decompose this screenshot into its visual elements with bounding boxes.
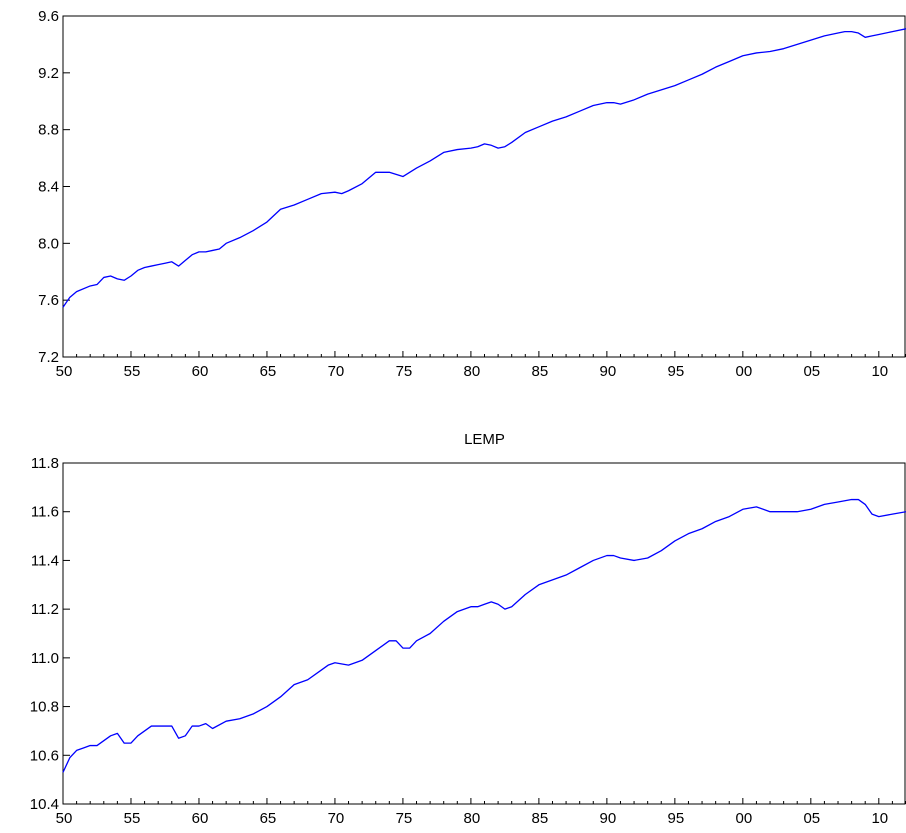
- x-tick-label: 75: [396, 810, 413, 827]
- y-tick-label: 11.0: [31, 650, 59, 667]
- y-tick-label: 8.4: [38, 179, 59, 196]
- x-tick-label: 00: [735, 363, 752, 380]
- x-tick-label: 65: [260, 810, 277, 827]
- x-tick-label: 90: [600, 810, 617, 827]
- y-tick-label: 11.4: [31, 552, 59, 569]
- x-tick-label: 85: [532, 363, 549, 380]
- series-line: [62, 28, 906, 308]
- y-tick-label: 10.8: [30, 699, 59, 716]
- x-tick-label: 70: [328, 363, 345, 380]
- y-tick-label: 8.0: [38, 235, 59, 252]
- y-tick-label: 11.8: [31, 455, 59, 472]
- y-tick-label: 11.2: [31, 601, 59, 618]
- y-tick-label: 9.2: [38, 65, 59, 82]
- y-tick-label: 8.8: [38, 122, 59, 139]
- x-tick-label: 65: [260, 363, 277, 380]
- y-tick-label: 9.6: [38, 8, 59, 25]
- y-tick-label: 10.4: [30, 796, 59, 813]
- plot-frame: [62, 15, 906, 358]
- x-tick-label: 95: [668, 363, 685, 380]
- x-tick-label: 00: [735, 810, 752, 827]
- x-tick-label: 50: [56, 810, 73, 827]
- x-tick-label: 10: [871, 363, 888, 380]
- x-tick-label: 05: [803, 810, 820, 827]
- x-tick-label: 75: [396, 363, 413, 380]
- x-tick-label: 05: [803, 363, 820, 380]
- x-tick-label: 55: [124, 810, 141, 827]
- y-tick-label: 10.6: [30, 747, 59, 764]
- x-tick-label: 60: [192, 363, 209, 380]
- series-line: [62, 498, 906, 773]
- x-tick-label: 60: [192, 810, 209, 827]
- x-tick-label: 55: [124, 363, 141, 380]
- chart-lemp: LEMP 10.4 10.6 10.8 11.0 11.2 11.4 11.6 11.8 50 55…: [30, 431, 906, 827]
- plot-frame: [62, 462, 906, 805]
- y-tick-label: 7.6: [38, 292, 59, 309]
- x-tick-label: 80: [464, 363, 481, 380]
- x-tick-label: 80: [464, 810, 481, 827]
- x-tick-label: 50: [56, 363, 73, 380]
- y-tick-label: 7.2: [38, 349, 59, 366]
- chart-title: LEMP: [464, 431, 505, 448]
- x-tick-label: 10: [871, 810, 888, 827]
- chart-top: 7.2 7.6 8.0 8.4 8.8 9.2 9.6 50 55 60 65 70 75 80 85 90 9…: [38, 8, 906, 380]
- x-tick-label: 85: [532, 810, 549, 827]
- y-tick-label: 11.6: [31, 504, 59, 521]
- x-tick-label: 70: [328, 810, 345, 827]
- x-tick-label: 95: [668, 810, 685, 827]
- x-tick-label: 90: [600, 363, 617, 380]
